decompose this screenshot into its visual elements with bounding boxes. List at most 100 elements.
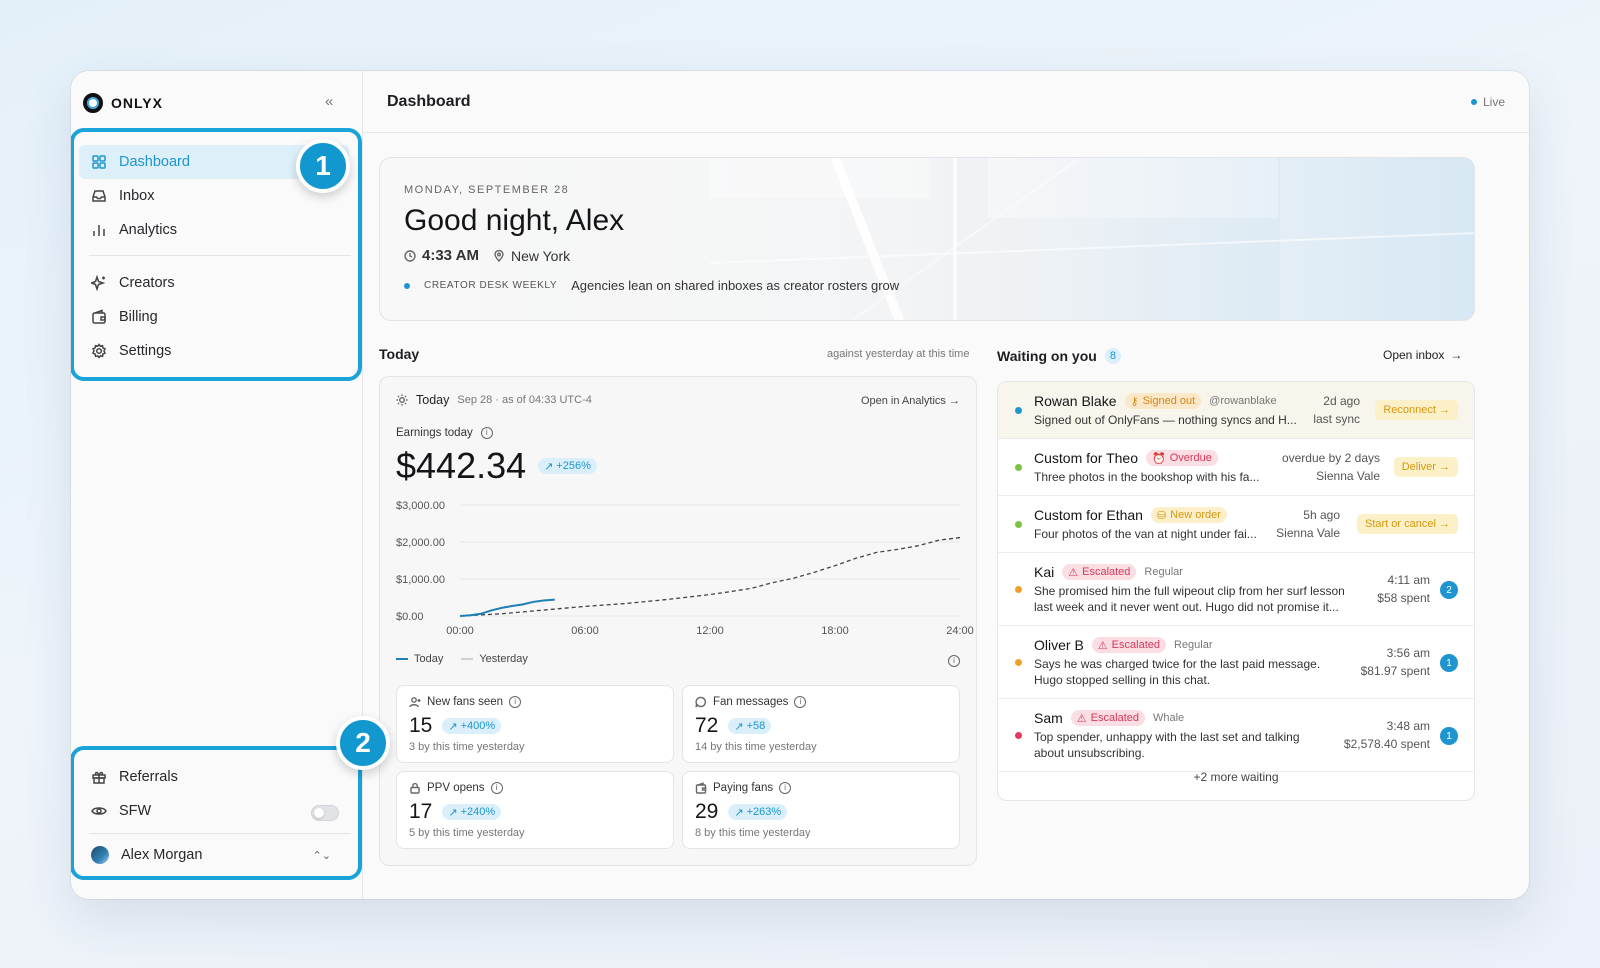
info-icon[interactable]: i <box>509 696 522 708</box>
stat-sub: 3 by this time yesterday <box>409 741 525 753</box>
inbox-icon <box>92 190 106 202</box>
waiting-row[interactable]: Custom for Theo ⏰ Overdue Three photos i… <box>998 439 1474 496</box>
brand[interactable]: ONLYX <box>83 93 163 113</box>
waiting-name: Oliver B <box>1034 637 1084 653</box>
status-dot <box>1015 407 1022 414</box>
hero-time: 4:33 AM <box>422 247 479 264</box>
sidebar-item-analytics[interactable]: Analytics <box>79 213 349 247</box>
sidebar-item-referrals[interactable]: Referrals <box>79 760 349 794</box>
waiting-row[interactable]: Kai ⚠ Escalated Regular She promised him… <box>998 553 1474 626</box>
waiting-section-title: Waiting on you 8 <box>997 348 1121 364</box>
stat-card-ppv-opens[interactable]: PPV opens i 17 ↗ +240% 5 by this time yes… <box>396 771 674 849</box>
waiting-count-badge: 8 <box>1104 348 1121 364</box>
waiting-meta-1: 5h ago <box>1303 508 1340 522</box>
open-inbox-link[interactable]: Open inbox → <box>1383 348 1462 362</box>
sidebar-item-label: Dashboard <box>119 154 190 170</box>
earnings-value-row: $442.34 ↗ +256% <box>396 445 597 487</box>
y-tick-label: $3,000.00 <box>396 500 445 512</box>
waiting-text-line: about unsubscribing. <box>1034 746 1145 760</box>
waiting-row[interactable]: Oliver B ⚠ Escalated Regular Says he was… <box>998 626 1474 699</box>
sidebar-item-sfw: SFW <box>79 794 349 828</box>
waiting-name: Kai <box>1034 564 1055 580</box>
x-tick-label: 12:00 <box>696 625 724 637</box>
y-tick-label: $2,000.00 <box>396 537 445 549</box>
stat-change-badge: ↗ +58 <box>728 718 772 734</box>
status-tag: ⚠ Escalated <box>1070 710 1145 726</box>
info-icon[interactable]: i <box>794 696 807 708</box>
status-dot <box>1015 586 1022 593</box>
waiting-handle: Whale <box>1152 712 1185 724</box>
waiting-row-title: Custom for Ethan ⛁ New order <box>1034 507 1227 523</box>
stat-card-new-fans[interactable]: New fans seen i 15 ↗ +400% 3 by this time… <box>396 685 674 763</box>
user-name: Alex Morgan <box>121 847 203 863</box>
sidebar-item-settings[interactable]: Settings <box>79 334 349 368</box>
stat-value-row: 15 ↗ +400% <box>409 714 502 738</box>
stat-label: PPV opens <box>427 782 485 794</box>
stat-card-paying-fans[interactable]: Paying fans i 29 ↗ +263% 8 by this time y… <box>682 771 960 849</box>
legend-swatch <box>461 658 474 660</box>
chart-legend: Today Yesterday <box>396 653 528 665</box>
app-window: ONLYX « Dashboard Inbox Analytics Creato… <box>71 71 1529 899</box>
location-pin-icon <box>494 249 504 262</box>
waiting-row[interactable]: Custom for Ethan ⛁ New order Four photos… <box>998 496 1474 553</box>
sidebar-item-billing[interactable]: Billing <box>79 300 349 334</box>
hero-news[interactable]: CREATOR DESK WEEKLY Agencies lean on sha… <box>404 278 899 293</box>
x-tick-label: 24:00 <box>946 625 974 637</box>
user-menu[interactable]: Alex Morgan ⌃⌄ <box>79 838 349 872</box>
today-card-header: Today Sep 28 · as of 04:33 UTC-4 <box>396 393 592 407</box>
sfw-toggle[interactable] <box>311 805 339 821</box>
sidebar-item-inbox[interactable]: Inbox <box>79 179 349 213</box>
deliver-button[interactable]: Deliver → <box>1393 457 1458 477</box>
stat-card-fan-messages[interactable]: Fan messages i 72 ↗ +58 14 by this time y… <box>682 685 960 763</box>
status-dot <box>1015 464 1022 471</box>
stat-change: +58 <box>746 720 766 732</box>
waiting-name: Custom for Theo <box>1034 450 1139 466</box>
earnings-label: Earnings today <box>396 427 473 439</box>
info-icon[interactable]: i <box>779 782 792 794</box>
hero-location: New York <box>510 247 571 264</box>
callout-badge-1: 1 <box>296 139 350 193</box>
chart-info-icon[interactable]: i <box>948 655 960 667</box>
callout-box-bottom-nav <box>71 746 362 880</box>
y-tick-label: $0.00 <box>396 611 424 623</box>
waiting-name: Rowan Blake <box>1034 393 1117 409</box>
stat-label: Paying fans <box>713 782 774 794</box>
waiting-row[interactable]: Rowan Blake ⚷ Signed out @rowanblake Sig… <box>998 382 1474 439</box>
stat-label-row: Paying fans i <box>695 782 792 794</box>
wallet-icon <box>92 309 106 324</box>
waiting-name: Sam <box>1034 710 1063 726</box>
today-section-note: against yesterday at this time <box>827 348 970 360</box>
open-in-analytics-link[interactable]: Open in Analytics → <box>860 395 960 407</box>
waiting-row[interactable]: Sam ⚠ Escalated Whale Top spender, unhap… <box>998 699 1474 772</box>
reconnect-button[interactable]: Reconnect → <box>1375 400 1458 420</box>
waiting-meta-2: $81.97 spent <box>1360 664 1430 678</box>
legend-yesterday: Yesterday <box>461 653 528 665</box>
status-dot <box>1015 659 1022 666</box>
info-icon[interactable]: i <box>480 427 493 439</box>
news-tag: CREATOR DESK WEEKLY <box>424 280 558 291</box>
waiting-meta-2: Sienna Vale <box>1276 526 1340 540</box>
collapse-sidebar-icon[interactable]: « <box>325 93 334 110</box>
waiting-name: Custom for Ethan <box>1034 507 1143 523</box>
sidebar-item-label: Analytics <box>119 222 178 238</box>
more-waiting-link[interactable]: +2 more waiting <box>1193 770 1279 784</box>
clock-icon <box>404 249 416 262</box>
sidebar-item-label: Settings <box>119 343 172 359</box>
info-icon[interactable]: i <box>490 782 503 794</box>
sidebar-item-label: Referrals <box>119 769 178 785</box>
sparkle-icon <box>91 275 106 291</box>
waiting-text: Says he was charged twice for the last p… <box>1034 656 1320 688</box>
start-or-cancel-button[interactable]: Start or cancel → <box>1357 514 1458 534</box>
stat-label-row: New fans seen i <box>409 696 522 708</box>
hero-time-group: 4:33 AM <box>404 247 479 264</box>
legend-label: Today <box>414 653 444 665</box>
y-tick-label: $1,000.00 <box>396 574 445 586</box>
status-dot <box>1015 732 1022 739</box>
sidebar-item-creators[interactable]: Creators <box>79 266 349 300</box>
waiting-meta-1: 4:11 am <box>1387 573 1430 587</box>
stat-change-badge: ↗ +240% <box>442 804 502 820</box>
legend-today: Today <box>396 653 443 665</box>
waiting-meta-1: overdue by 2 days <box>1281 451 1380 465</box>
grid-icon <box>92 155 106 169</box>
waiting-row-title: Rowan Blake ⚷ Signed out @rowanblake <box>1034 393 1277 409</box>
